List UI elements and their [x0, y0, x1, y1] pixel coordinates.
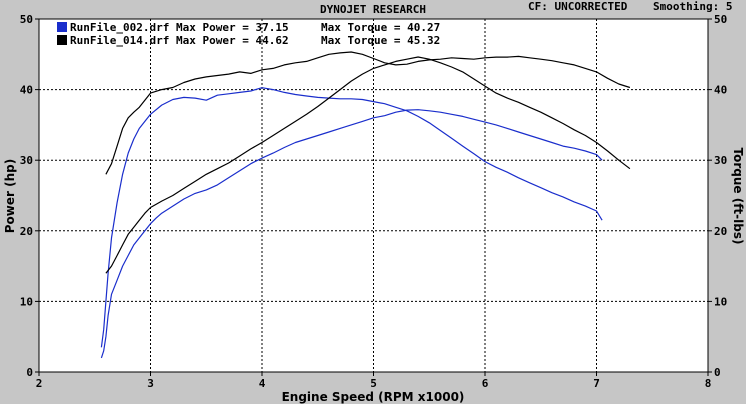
series-line-power — [105, 56, 631, 274]
y-tick-label: 30 — [20, 154, 33, 167]
series-line-torque — [100, 87, 603, 348]
y-tick-label: 50 — [20, 13, 33, 26]
legend-swatch-1 — [57, 35, 67, 45]
legend-label-0: RunFile_002.drf — [70, 21, 169, 34]
y2-axis-title: Torque (ft-lbs) — [731, 148, 745, 245]
y2-tick-label: 50 — [714, 13, 727, 26]
x-tick-label: 4 — [259, 377, 266, 390]
y-tick-label: 10 — [20, 295, 33, 308]
x-tick-label: 2 — [36, 377, 43, 390]
x-tick-label: 3 — [147, 377, 154, 390]
y-axis-title: Power (hp) — [3, 159, 17, 233]
legend-swatch-0 — [57, 22, 67, 32]
y2-tick-label: 10 — [714, 295, 727, 308]
x-tick-label: 5 — [370, 377, 377, 390]
y-tick-label: 40 — [20, 84, 33, 97]
series-layer — [100, 51, 631, 359]
y2-tick-label: 40 — [714, 84, 727, 97]
correction-label: CF: UNCORRECTED — [528, 0, 628, 13]
x-tick-label: 8 — [705, 377, 712, 390]
x-tick-label: 7 — [593, 377, 600, 390]
legend-max-power-0: Max Power = 37.15 — [176, 21, 289, 34]
y-tick-label: 0 — [26, 366, 33, 379]
y-tick-label: 20 — [20, 225, 33, 238]
series-line-torque — [105, 51, 631, 175]
series-line-power — [100, 109, 603, 359]
y2-tick-label: 20 — [714, 225, 727, 238]
grid — [39, 19, 708, 372]
y2-tick-label: 0 — [714, 366, 721, 379]
smoothing-label: Smoothing: 5 — [653, 0, 732, 13]
legend-max-torque-1: Max Torque = 45.32 — [321, 34, 440, 47]
chart-title: DYNOJET RESEARCH — [320, 3, 426, 16]
legend-label-1: RunFile_014.drf — [70, 34, 169, 47]
x-tick-label: 6 — [482, 377, 489, 390]
x-axis-title: Engine Speed (RPM x1000) — [282, 390, 465, 404]
legend-max-power-1: Max Power = 44.62 — [176, 34, 289, 47]
legend-max-torque-0: Max Torque = 40.27 — [321, 21, 440, 34]
legend: RunFile_002.drf Max Power = 37.15 Max To… — [57, 21, 440, 47]
y2-tick-label: 30 — [714, 154, 727, 167]
